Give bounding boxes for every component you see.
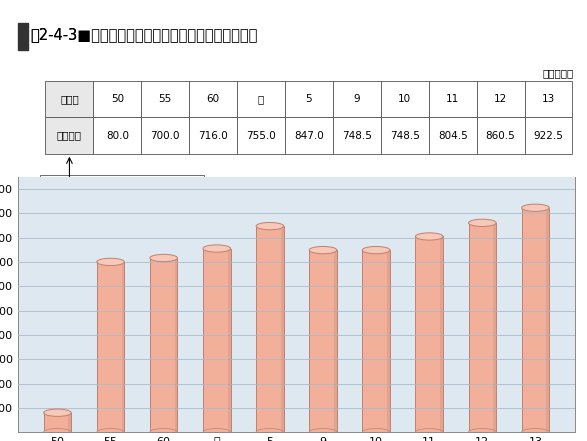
Ellipse shape: [203, 429, 231, 436]
Text: 748.5: 748.5: [390, 131, 420, 141]
Bar: [334, 250, 337, 432]
Text: 図2-4-3■私立高等学校等経常費助成費補助金の推移: 図2-4-3■私立高等学校等経常費助成費補助金の推移: [30, 28, 257, 43]
Text: 60: 60: [207, 94, 220, 104]
Text: 年　度: 年 度: [60, 94, 79, 104]
FancyBboxPatch shape: [333, 117, 381, 154]
Text: 50: 50: [111, 94, 124, 104]
Text: 80.0: 80.0: [106, 131, 129, 141]
FancyBboxPatch shape: [477, 117, 525, 154]
Ellipse shape: [43, 429, 71, 436]
Ellipse shape: [416, 429, 443, 436]
Text: 804.5: 804.5: [438, 131, 468, 141]
Bar: [122, 262, 124, 432]
Ellipse shape: [150, 254, 177, 262]
FancyBboxPatch shape: [381, 81, 429, 117]
Text: 847.0: 847.0: [294, 131, 324, 141]
Ellipse shape: [43, 409, 71, 416]
Text: 私立学校振興助成法成立・補助金制度創設: 私立学校振興助成法成立・補助金制度創設: [71, 183, 173, 192]
Bar: [309, 250, 337, 432]
Ellipse shape: [97, 429, 124, 436]
Ellipse shape: [362, 429, 390, 436]
FancyBboxPatch shape: [237, 117, 285, 154]
Bar: [43, 413, 71, 432]
Bar: [150, 258, 177, 432]
Ellipse shape: [97, 258, 124, 265]
Ellipse shape: [309, 429, 337, 436]
Ellipse shape: [256, 429, 284, 436]
Text: 13: 13: [542, 94, 555, 104]
Ellipse shape: [309, 247, 337, 254]
Ellipse shape: [256, 223, 284, 230]
FancyBboxPatch shape: [477, 81, 525, 117]
FancyBboxPatch shape: [46, 117, 93, 154]
Bar: [387, 250, 390, 432]
Text: 元: 元: [258, 94, 264, 104]
Ellipse shape: [468, 429, 496, 436]
FancyBboxPatch shape: [285, 117, 333, 154]
Bar: [416, 236, 443, 432]
Bar: [522, 208, 549, 432]
FancyBboxPatch shape: [46, 81, 93, 117]
FancyBboxPatch shape: [237, 81, 285, 117]
Ellipse shape: [468, 219, 496, 227]
FancyBboxPatch shape: [189, 117, 237, 154]
FancyBboxPatch shape: [141, 81, 189, 117]
Text: 5: 5: [306, 94, 312, 104]
Text: 860.5: 860.5: [485, 131, 515, 141]
Bar: [493, 223, 496, 432]
FancyBboxPatch shape: [285, 81, 333, 117]
Text: 9: 9: [353, 94, 360, 104]
Ellipse shape: [362, 247, 390, 254]
Text: 単位：億円: 単位：億円: [542, 69, 573, 78]
Ellipse shape: [416, 233, 443, 240]
Text: 55: 55: [158, 94, 172, 104]
Text: 755.0: 755.0: [246, 131, 276, 141]
FancyBboxPatch shape: [333, 81, 381, 117]
FancyBboxPatch shape: [189, 81, 237, 117]
Bar: [546, 208, 549, 432]
FancyBboxPatch shape: [40, 175, 204, 199]
Bar: [203, 249, 231, 432]
Text: 12: 12: [494, 94, 507, 104]
Text: 10: 10: [398, 94, 411, 104]
Text: 700.0: 700.0: [150, 131, 180, 141]
Ellipse shape: [150, 429, 177, 436]
Ellipse shape: [522, 429, 549, 436]
Bar: [97, 262, 124, 432]
FancyBboxPatch shape: [429, 117, 477, 154]
Bar: [440, 236, 443, 432]
Bar: [69, 413, 71, 432]
FancyBboxPatch shape: [525, 117, 572, 154]
Text: 716.0: 716.0: [198, 131, 228, 141]
Text: 補助金額: 補助金額: [57, 131, 82, 141]
Text: 11: 11: [446, 94, 460, 104]
Bar: [228, 249, 231, 432]
FancyBboxPatch shape: [93, 81, 141, 117]
FancyBboxPatch shape: [141, 117, 189, 154]
Text: 748.5: 748.5: [342, 131, 372, 141]
Text: 図2-4-3: 図2-4-3: [30, 28, 77, 43]
FancyBboxPatch shape: [429, 81, 477, 117]
Ellipse shape: [203, 245, 231, 252]
Bar: [256, 226, 284, 432]
Bar: [468, 223, 496, 432]
Bar: [362, 250, 390, 432]
FancyBboxPatch shape: [93, 117, 141, 154]
Bar: [18, 23, 28, 50]
FancyBboxPatch shape: [381, 117, 429, 154]
Bar: [281, 226, 284, 432]
FancyBboxPatch shape: [525, 81, 572, 117]
Text: 922.5: 922.5: [534, 131, 564, 141]
Ellipse shape: [522, 204, 549, 211]
Bar: [175, 258, 177, 432]
